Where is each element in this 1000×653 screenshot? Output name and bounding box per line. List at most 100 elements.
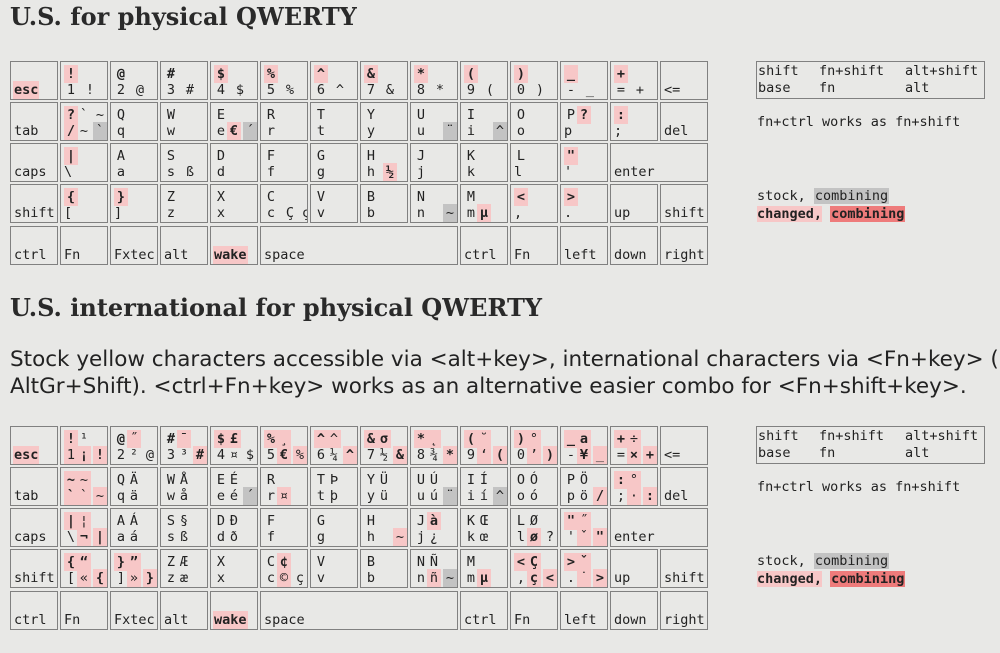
key-glyph: E [216, 472, 226, 488]
key-glyph: r [266, 123, 276, 139]
key-glyph: ? [64, 106, 78, 124]
key-glyph: _ [585, 82, 595, 98]
key-glyph: c [266, 570, 276, 586]
key-glyph: Ä [129, 472, 139, 488]
key-glyph: = [616, 82, 626, 98]
key: & 7 & [360, 61, 408, 100]
key: @ ˝ 2 ² @ [110, 426, 158, 465]
key-glyph: t [316, 123, 326, 139]
key-glyph: 7 [366, 82, 376, 98]
key-glyph: ¥ [577, 446, 591, 464]
key-up: up [610, 184, 658, 223]
key-glyph: Q [116, 472, 126, 488]
key-glyph: w [166, 488, 176, 504]
key-glyph: b [366, 205, 376, 221]
key-glyph: ! [93, 446, 107, 464]
key-shift: shift [10, 184, 58, 223]
section1-title: U.S. for physical QWERTY [10, 2, 357, 31]
key-shift: shift [660, 184, 708, 223]
key-glyph: % [285, 82, 295, 98]
key-glyph: 3 [166, 447, 176, 463]
key-glyph: ' " [564, 164, 578, 180]
note-fn-ctrl-1: fn+ctrl works as fn+shift [757, 114, 961, 130]
key-right: right [660, 226, 708, 265]
key-glyph: 2 [116, 447, 126, 463]
key-left: left [560, 591, 608, 630]
key-glyph: v [316, 205, 326, 221]
key-caps: caps [10, 508, 58, 547]
key-glyph: j [416, 164, 426, 180]
key-label: space [264, 612, 305, 628]
key-glyph: ½ [383, 163, 397, 181]
key-glyph: . > [564, 205, 578, 221]
key: |\ | [60, 143, 108, 182]
key-glyph: 0 [516, 82, 526, 98]
key-glyph: l ? [514, 164, 528, 180]
key--: <= [660, 426, 708, 465]
key-label: Fn [64, 612, 81, 628]
key-label: <= [664, 82, 681, 98]
key-glyph: £ [227, 430, 241, 448]
key-glyph: F [266, 513, 276, 529]
key-glyph: = [616, 447, 626, 463]
key-ctrl: ctrl [460, 226, 508, 265]
intro-line-2: AltGr+Shift). <ctrl+Fn+key> works as an … [10, 374, 967, 399]
key-glyph: * [414, 430, 428, 448]
key-glyph: & [393, 446, 407, 464]
key-alt: alt [160, 591, 208, 630]
key-glyph: ~ [95, 107, 105, 123]
key-label: <= [664, 447, 681, 463]
key-glyph: ˘ [477, 430, 491, 448]
key-glyph: ( [464, 65, 478, 83]
key-glyph: à [427, 512, 441, 530]
key-glyph: I [466, 472, 476, 488]
key-glyph: L [516, 148, 526, 164]
key-label: alt [164, 247, 189, 263]
key: CÇc ç [260, 184, 308, 223]
key-glyph: ? [577, 106, 591, 124]
key: >. > [560, 184, 608, 223]
legend-changed-2: changed, combining [757, 571, 906, 587]
key-glyph: q [116, 488, 126, 504]
key-label: enter [614, 529, 655, 545]
key-esc: esc [10, 426, 58, 465]
key-glyph: / [64, 122, 78, 140]
legend-shift: shift [758, 63, 799, 79]
key: & σ 7 ½ & [360, 426, 408, 465]
key-glyph: + [635, 82, 645, 98]
key-up: up [610, 549, 658, 588]
key-glyph: ` [79, 107, 89, 123]
key-glyph: ` [64, 487, 78, 505]
key-glyph: P [566, 472, 576, 488]
key-glyph: G [316, 148, 326, 164]
key-glyph: a [116, 164, 126, 180]
key-glyph: # [185, 82, 195, 98]
key-glyph: Í [479, 472, 489, 488]
key-glyph: _ [593, 446, 607, 464]
key-glyph: H [366, 513, 376, 529]
key-glyph: c [266, 205, 276, 221]
key-glyph: O [516, 107, 526, 123]
key-glyph: n [416, 570, 426, 586]
key: ! ¹ 1 ¡! [60, 426, 108, 465]
key: #3 # [160, 61, 208, 100]
key-glyph: © [277, 569, 291, 587]
key-glyph: 6 [316, 447, 326, 463]
key-glyph: ° [527, 430, 541, 448]
key: S § s ß [160, 508, 208, 547]
key-glyph: ) [514, 430, 528, 448]
key-label: Fn [64, 247, 81, 263]
key-glyph: ó [529, 488, 539, 504]
key-glyph: n [416, 205, 426, 221]
key-glyph: o [516, 488, 526, 504]
legend-changed-1: changed, combining [757, 206, 906, 222]
key-glyph: \ | [64, 164, 78, 180]
